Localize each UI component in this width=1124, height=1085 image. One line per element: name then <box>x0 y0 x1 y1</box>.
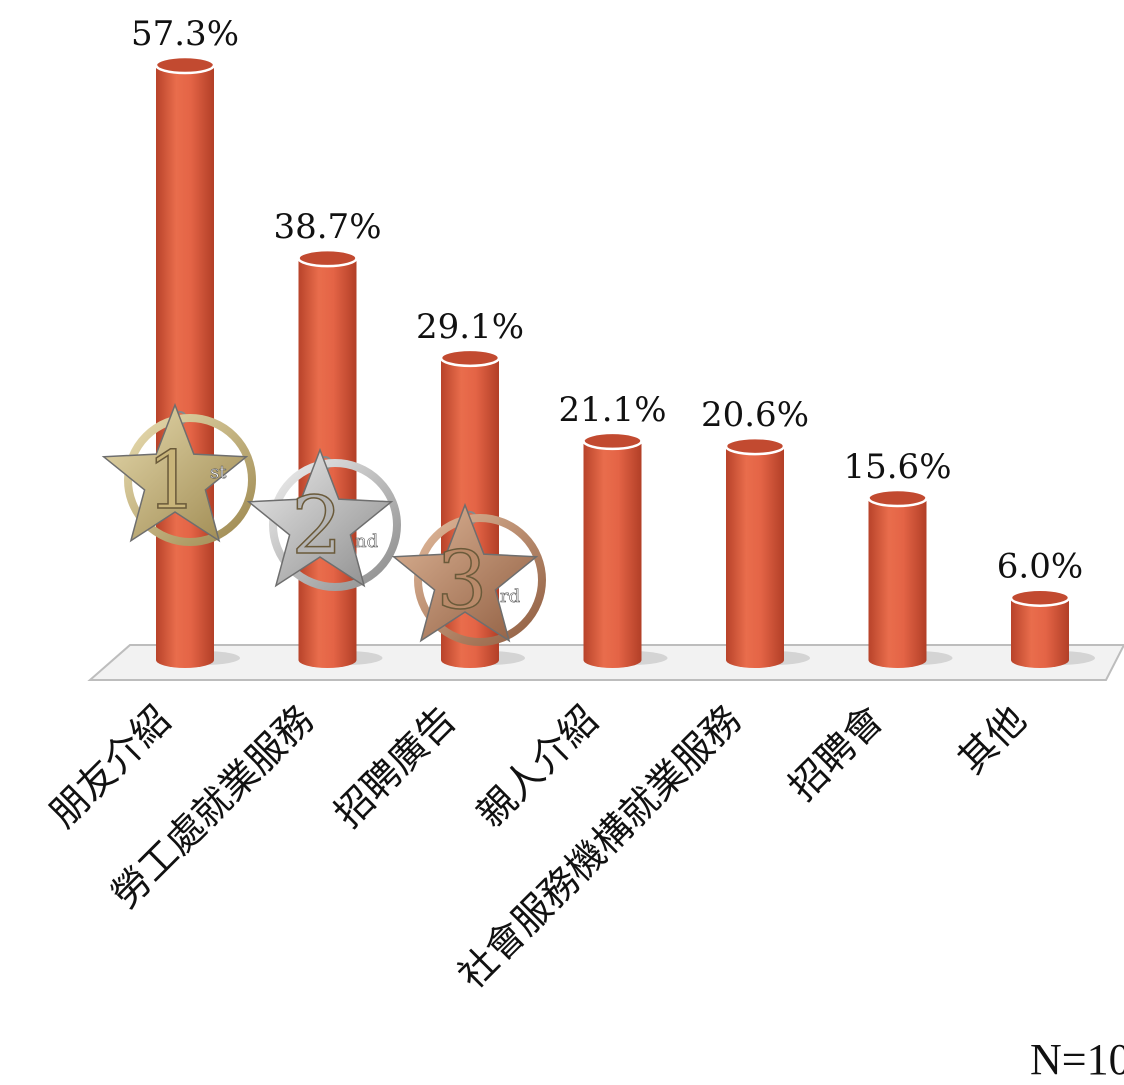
bar <box>297 248 383 668</box>
value-label: 21.1% <box>558 390 666 430</box>
value-label: 20.6% <box>701 395 809 435</box>
value-label: 6.0% <box>997 547 1083 587</box>
bar <box>724 436 810 668</box>
medal-3: 3 rd <box>391 502 546 646</box>
bar <box>867 488 953 668</box>
medal-suffix: nd <box>355 531 378 552</box>
medal-suffix: st <box>210 462 227 483</box>
medal-rank: 1 <box>147 434 198 527</box>
value-label: 29.1% <box>416 307 524 347</box>
category-label: 其他 <box>950 697 1035 782</box>
category-label: 招聘會 <box>780 697 892 809</box>
value-label: 38.7% <box>273 207 381 247</box>
medal-suffix: rd <box>500 586 520 607</box>
value-label: 57.3% <box>131 14 239 54</box>
medal-rank: 2 <box>292 479 343 572</box>
category-label: 朋友介紹 <box>41 697 180 836</box>
bar <box>1009 588 1095 668</box>
value-labels-group: 57.3% 38.7% 29.1% 21.1% 20.6% 15.6% 6.0% <box>131 14 1083 587</box>
category-label: 社會服務機構就業服務 <box>450 697 750 997</box>
value-label: 15.6% <box>843 447 951 487</box>
medal-2: 2 nd <box>246 447 401 591</box>
category-label: 招聘廣告 <box>326 697 465 836</box>
medals-group: 1 st 2 nd 3 rd <box>101 402 546 646</box>
sample-size-label: N=10 <box>1030 1035 1124 1084</box>
category-label: 親人介紹 <box>468 697 607 836</box>
bar <box>582 431 668 668</box>
medal-rank: 3 <box>437 534 488 627</box>
medal-1: 1 st <box>101 402 256 546</box>
bar <box>154 55 240 668</box>
